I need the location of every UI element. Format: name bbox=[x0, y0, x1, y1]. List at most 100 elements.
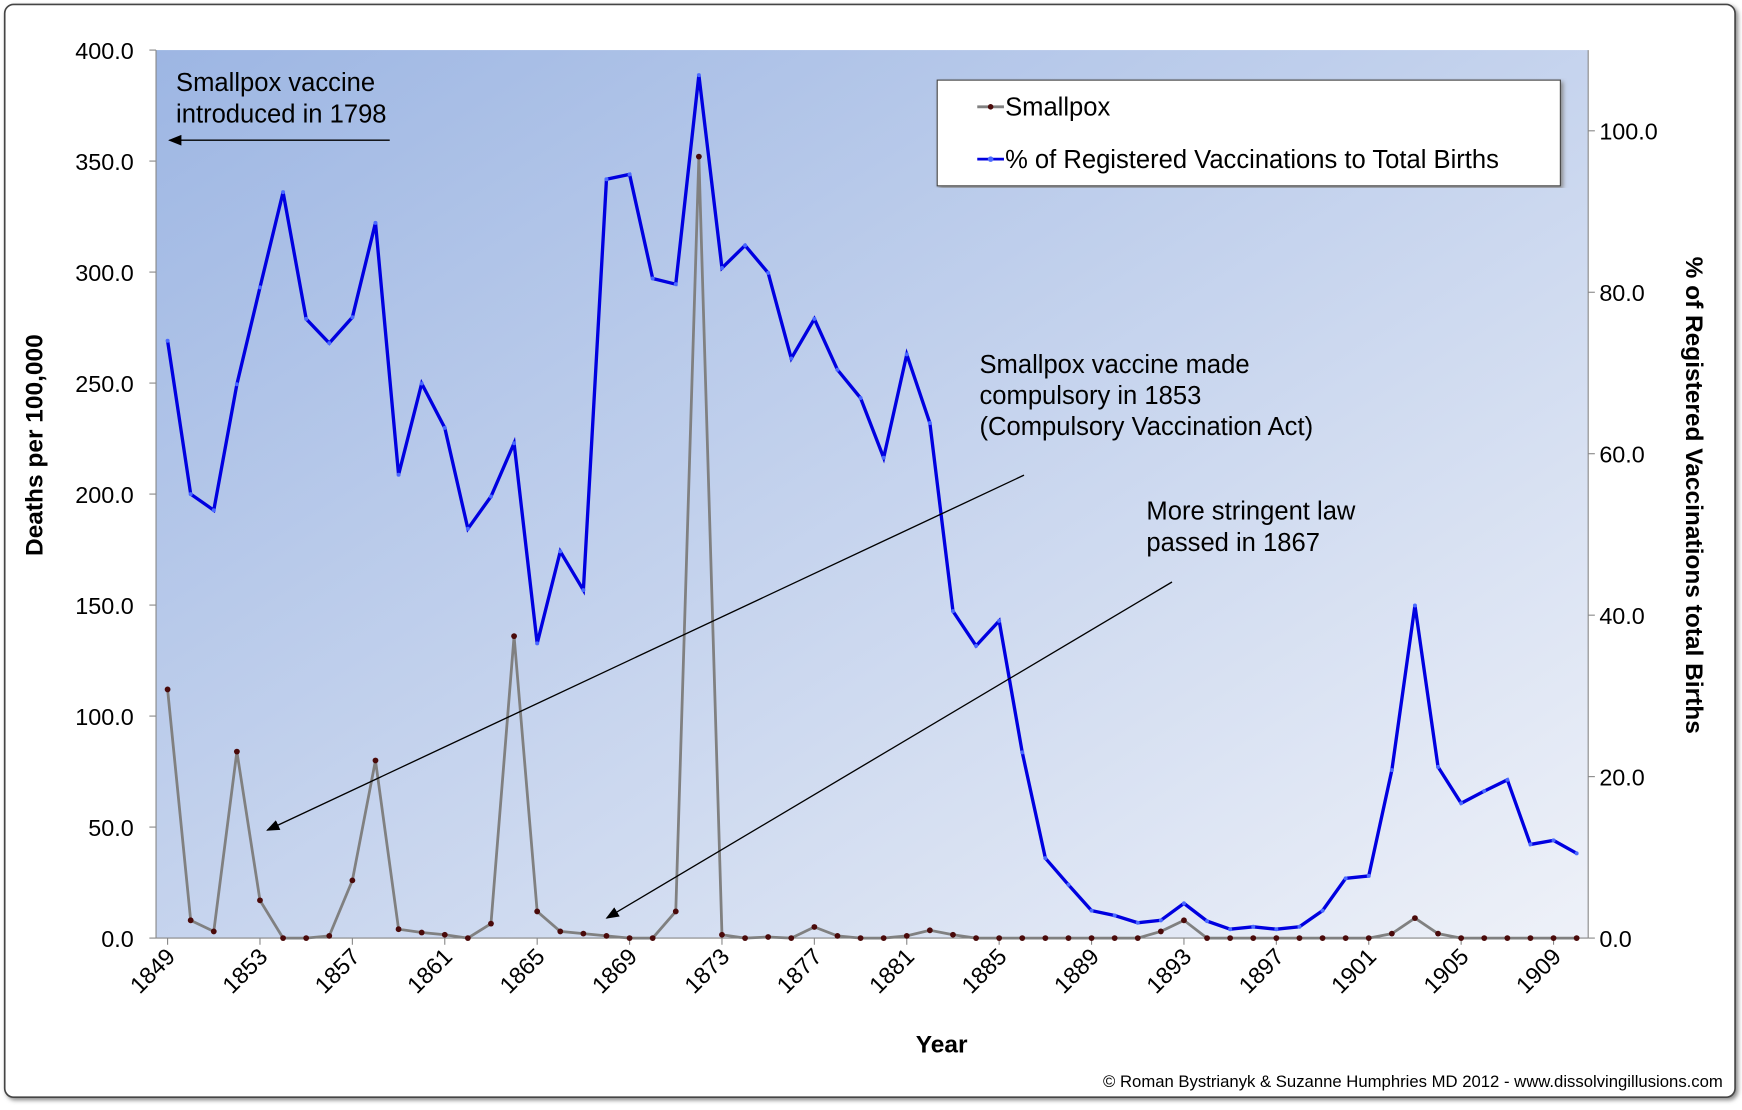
point bbox=[1436, 764, 1441, 769]
point bbox=[1412, 603, 1417, 608]
point bbox=[719, 931, 725, 938]
y2-tick-label: 60.0 bbox=[1599, 442, 1644, 468]
y-tick-label: 0.0 bbox=[101, 926, 133, 952]
point bbox=[165, 338, 170, 343]
point bbox=[488, 494, 493, 499]
point bbox=[950, 931, 956, 938]
footer: © Roman Bystrianyk & Suzanne Humphries M… bbox=[1103, 1072, 1723, 1091]
legend-label: % of Registered Vaccinations to Total Bi… bbox=[1005, 146, 1499, 174]
point bbox=[672, 908, 679, 915]
point bbox=[1505, 777, 1510, 782]
plot-area bbox=[156, 50, 1589, 939]
point bbox=[1458, 935, 1465, 941]
point bbox=[164, 686, 171, 693]
point bbox=[719, 266, 724, 271]
point bbox=[627, 172, 632, 177]
point bbox=[858, 396, 863, 401]
point bbox=[257, 897, 263, 904]
arrow bbox=[266, 474, 1025, 831]
point bbox=[349, 877, 356, 884]
y-tick-label: 350.0 bbox=[75, 149, 133, 175]
point bbox=[442, 425, 447, 430]
point bbox=[926, 927, 933, 934]
y2-tick-label: 0.0 bbox=[1599, 926, 1631, 952]
point bbox=[1227, 935, 1234, 941]
point bbox=[512, 441, 517, 446]
point bbox=[534, 908, 541, 915]
x-axis-title: Year bbox=[916, 1032, 968, 1059]
point bbox=[835, 367, 840, 372]
point bbox=[789, 356, 794, 361]
point bbox=[581, 588, 586, 593]
point bbox=[1388, 930, 1395, 937]
point bbox=[1435, 930, 1441, 937]
point bbox=[1573, 935, 1580, 941]
y2-tick-label: 100.0 bbox=[1599, 119, 1657, 145]
point bbox=[650, 276, 655, 281]
point bbox=[257, 285, 262, 290]
point bbox=[626, 935, 633, 941]
point bbox=[950, 609, 955, 614]
point bbox=[1296, 935, 1303, 941]
point bbox=[1111, 935, 1118, 941]
point bbox=[211, 508, 216, 513]
y2-tick-label: 20.0 bbox=[1599, 765, 1644, 791]
point bbox=[396, 472, 401, 477]
point bbox=[327, 341, 332, 346]
point bbox=[927, 421, 932, 426]
point bbox=[1134, 935, 1141, 941]
y2-tick-label: 40.0 bbox=[1599, 603, 1644, 629]
point bbox=[511, 633, 517, 640]
point bbox=[1135, 920, 1140, 925]
point bbox=[1228, 927, 1233, 932]
point bbox=[811, 924, 818, 930]
point bbox=[649, 935, 656, 941]
point bbox=[1158, 918, 1163, 923]
y-tick-label: 100.0 bbox=[75, 704, 133, 730]
y2-axis-title: % of Registered Vaccinations total Birth… bbox=[1680, 257, 1707, 734]
point bbox=[673, 282, 678, 287]
point bbox=[974, 643, 979, 648]
point bbox=[1273, 935, 1280, 941]
annotation: Smallpox vaccine made bbox=[979, 351, 1249, 379]
point bbox=[1251, 924, 1256, 929]
annotation: passed in 1867 bbox=[1146, 529, 1320, 557]
point bbox=[1274, 927, 1279, 932]
point bbox=[695, 153, 702, 160]
point bbox=[1504, 935, 1511, 941]
point bbox=[1482, 789, 1487, 794]
point bbox=[187, 917, 194, 924]
annotation: compulsory in 1853 bbox=[979, 382, 1201, 410]
point bbox=[1550, 935, 1557, 941]
point bbox=[1157, 928, 1164, 935]
annotation: (Compulsory Vaccination Act) bbox=[979, 413, 1313, 441]
point bbox=[1366, 873, 1371, 878]
point bbox=[881, 455, 886, 460]
point bbox=[326, 932, 333, 939]
point bbox=[304, 316, 309, 321]
series-line bbox=[165, 74, 1578, 931]
point bbox=[1089, 908, 1094, 913]
point bbox=[488, 920, 494, 927]
point bbox=[1365, 935, 1372, 941]
point bbox=[1528, 842, 1533, 847]
point bbox=[1320, 908, 1325, 913]
point bbox=[604, 177, 609, 182]
point bbox=[419, 381, 424, 386]
point bbox=[1412, 915, 1418, 921]
point bbox=[1066, 882, 1071, 887]
point bbox=[765, 934, 772, 940]
point bbox=[1459, 801, 1464, 806]
point bbox=[441, 931, 448, 938]
legend bbox=[936, 79, 1561, 187]
point bbox=[395, 926, 402, 933]
point bbox=[233, 748, 240, 755]
point bbox=[1204, 935, 1210, 941]
point bbox=[188, 492, 193, 497]
point bbox=[742, 935, 748, 941]
point bbox=[834, 932, 841, 939]
point bbox=[210, 928, 217, 935]
arrow bbox=[605, 581, 1173, 919]
y-tick-label: 400.0 bbox=[75, 38, 133, 64]
y-tick-label: 50.0 bbox=[88, 815, 133, 841]
